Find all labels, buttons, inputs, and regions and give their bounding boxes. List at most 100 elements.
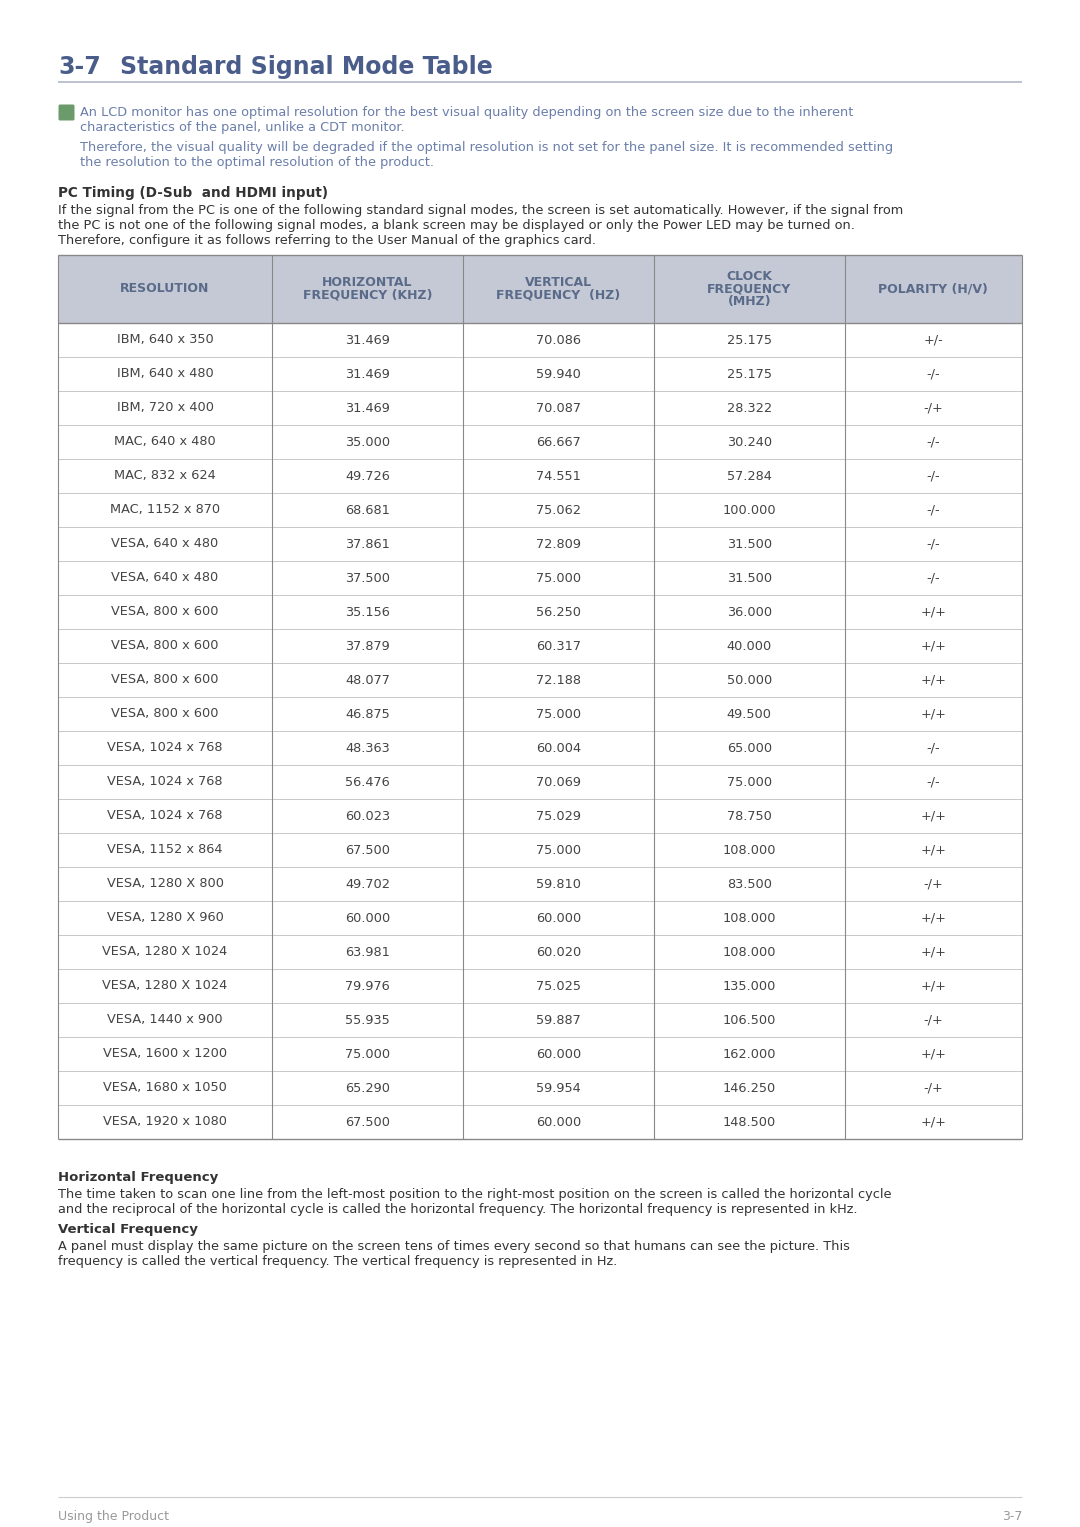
Text: 66.667: 66.667: [536, 435, 581, 449]
Text: 75.000: 75.000: [536, 843, 581, 857]
Text: VESA, 640 x 480: VESA, 640 x 480: [111, 571, 218, 585]
Text: -/-: -/-: [927, 538, 940, 551]
Text: Horizontal Frequency: Horizontal Frequency: [58, 1171, 218, 1183]
Text: Vertical Frequency: Vertical Frequency: [58, 1223, 198, 1235]
Text: 37.861: 37.861: [345, 538, 390, 551]
Text: 56.476: 56.476: [346, 776, 390, 788]
Text: If the signal from the PC is one of the following standard signal modes, the scr: If the signal from the PC is one of the …: [58, 205, 903, 217]
Text: 59.810: 59.810: [536, 878, 581, 890]
Text: the PC is not one of the following signal modes, a blank screen may be displayed: the PC is not one of the following signa…: [58, 218, 855, 232]
Text: 60.000: 60.000: [536, 1048, 581, 1060]
Text: 3-7: 3-7: [1001, 1510, 1022, 1522]
Text: 60.317: 60.317: [536, 640, 581, 652]
Text: 65.290: 65.290: [345, 1081, 390, 1095]
Text: 55.935: 55.935: [346, 1014, 390, 1026]
Text: VESA, 800 x 600: VESA, 800 x 600: [111, 673, 219, 687]
Text: IBM, 720 x 400: IBM, 720 x 400: [117, 402, 214, 414]
Text: 31.469: 31.469: [345, 333, 390, 347]
Text: 79.976: 79.976: [346, 979, 390, 993]
Text: 56.250: 56.250: [536, 606, 581, 618]
Text: 108.000: 108.000: [723, 843, 775, 857]
Text: +/+: +/+: [920, 809, 946, 823]
Text: 75.000: 75.000: [536, 707, 581, 721]
Text: 67.500: 67.500: [345, 1116, 390, 1128]
Text: 78.750: 78.750: [727, 809, 771, 823]
Text: A panel must display the same picture on the screen tens of times every second s: A panel must display the same picture on…: [58, 1240, 850, 1254]
Text: VESA, 1280 X 960: VESA, 1280 X 960: [107, 912, 224, 924]
Text: 60.000: 60.000: [536, 1116, 581, 1128]
Text: characteristics of the panel, unlike a CDT monitor.: characteristics of the panel, unlike a C…: [80, 121, 405, 134]
Text: The time taken to scan one line from the left-most position to the right-most po: The time taken to scan one line from the…: [58, 1188, 891, 1202]
Text: VESA, 1152 x 864: VESA, 1152 x 864: [107, 843, 222, 857]
Text: +/-: +/-: [923, 333, 943, 347]
Text: 50.000: 50.000: [727, 673, 772, 687]
Text: 70.069: 70.069: [536, 776, 581, 788]
Text: VESA, 1680 x 1050: VESA, 1680 x 1050: [103, 1081, 227, 1095]
Text: 68.681: 68.681: [345, 504, 390, 516]
Text: -/-: -/-: [927, 742, 940, 754]
Text: FREQUENCY (KHZ): FREQUENCY (KHZ): [302, 289, 432, 301]
Text: VESA, 1024 x 768: VESA, 1024 x 768: [107, 742, 222, 754]
Text: 75.029: 75.029: [536, 809, 581, 823]
Text: 67.500: 67.500: [345, 843, 390, 857]
Text: 60.000: 60.000: [536, 912, 581, 924]
Text: 60.023: 60.023: [345, 809, 390, 823]
Text: 46.875: 46.875: [346, 707, 390, 721]
Text: 60.004: 60.004: [536, 742, 581, 754]
Text: 75.025: 75.025: [536, 979, 581, 993]
Text: -/-: -/-: [927, 504, 940, 516]
Text: -/+: -/+: [923, 1014, 943, 1026]
Text: VESA, 1600 x 1200: VESA, 1600 x 1200: [103, 1048, 227, 1060]
Text: 25.175: 25.175: [727, 333, 772, 347]
Text: 70.086: 70.086: [536, 333, 581, 347]
Text: Using the Product: Using the Product: [58, 1510, 168, 1522]
Text: VESA, 1920 x 1080: VESA, 1920 x 1080: [103, 1116, 227, 1128]
Text: 59.887: 59.887: [536, 1014, 581, 1026]
Text: 72.188: 72.188: [536, 673, 581, 687]
Text: and the reciprocal of the horizontal cycle is called the horizontal frequency. T: and the reciprocal of the horizontal cyc…: [58, 1203, 858, 1215]
Text: +/+: +/+: [920, 640, 946, 652]
Text: VESA, 1024 x 768: VESA, 1024 x 768: [107, 776, 222, 788]
Text: FREQUENCY  (HZ): FREQUENCY (HZ): [496, 289, 620, 301]
Text: 48.363: 48.363: [346, 742, 390, 754]
Text: 108.000: 108.000: [723, 945, 775, 959]
Text: 60.020: 60.020: [536, 945, 581, 959]
Text: 75.062: 75.062: [536, 504, 581, 516]
Text: 57.284: 57.284: [727, 469, 771, 483]
Text: 148.500: 148.500: [723, 1116, 775, 1128]
Text: 40.000: 40.000: [727, 640, 772, 652]
Text: +/+: +/+: [920, 1048, 946, 1060]
Text: +/+: +/+: [920, 979, 946, 993]
Text: RESOLUTION: RESOLUTION: [120, 282, 210, 296]
Text: -/-: -/-: [927, 571, 940, 585]
Text: 48.077: 48.077: [345, 673, 390, 687]
Text: 63.981: 63.981: [345, 945, 390, 959]
Text: VESA, 1280 X 1024: VESA, 1280 X 1024: [103, 979, 228, 993]
Text: 59.954: 59.954: [536, 1081, 581, 1095]
Text: -/+: -/+: [923, 402, 943, 414]
Text: 72.809: 72.809: [536, 538, 581, 551]
Text: 83.500: 83.500: [727, 878, 772, 890]
Text: -/-: -/-: [927, 776, 940, 788]
Text: 30.240: 30.240: [727, 435, 772, 449]
Text: IBM, 640 x 350: IBM, 640 x 350: [117, 333, 214, 347]
Text: VESA, 640 x 480: VESA, 640 x 480: [111, 538, 218, 551]
Text: 36.000: 36.000: [727, 606, 772, 618]
Text: 37.500: 37.500: [345, 571, 390, 585]
Text: 100.000: 100.000: [723, 504, 777, 516]
Text: IBM, 640 x 480: IBM, 640 x 480: [117, 368, 214, 380]
Text: 31.500: 31.500: [727, 571, 772, 585]
Text: Therefore, configure it as follows referring to the User Manual of the graphics : Therefore, configure it as follows refer…: [58, 234, 596, 247]
Text: 25.175: 25.175: [727, 368, 772, 380]
Text: +/+: +/+: [920, 707, 946, 721]
Text: 146.250: 146.250: [723, 1081, 775, 1095]
Text: 75.000: 75.000: [727, 776, 772, 788]
Text: MAC, 640 x 480: MAC, 640 x 480: [114, 435, 216, 449]
Text: 70.087: 70.087: [536, 402, 581, 414]
Text: VESA, 1440 x 900: VESA, 1440 x 900: [107, 1014, 222, 1026]
Text: the resolution to the optimal resolution of the product.: the resolution to the optimal resolution…: [80, 156, 434, 169]
Text: CLOCK: CLOCK: [726, 270, 772, 284]
Text: -/+: -/+: [923, 878, 943, 890]
Text: 35.156: 35.156: [345, 606, 390, 618]
Text: 162.000: 162.000: [723, 1048, 775, 1060]
